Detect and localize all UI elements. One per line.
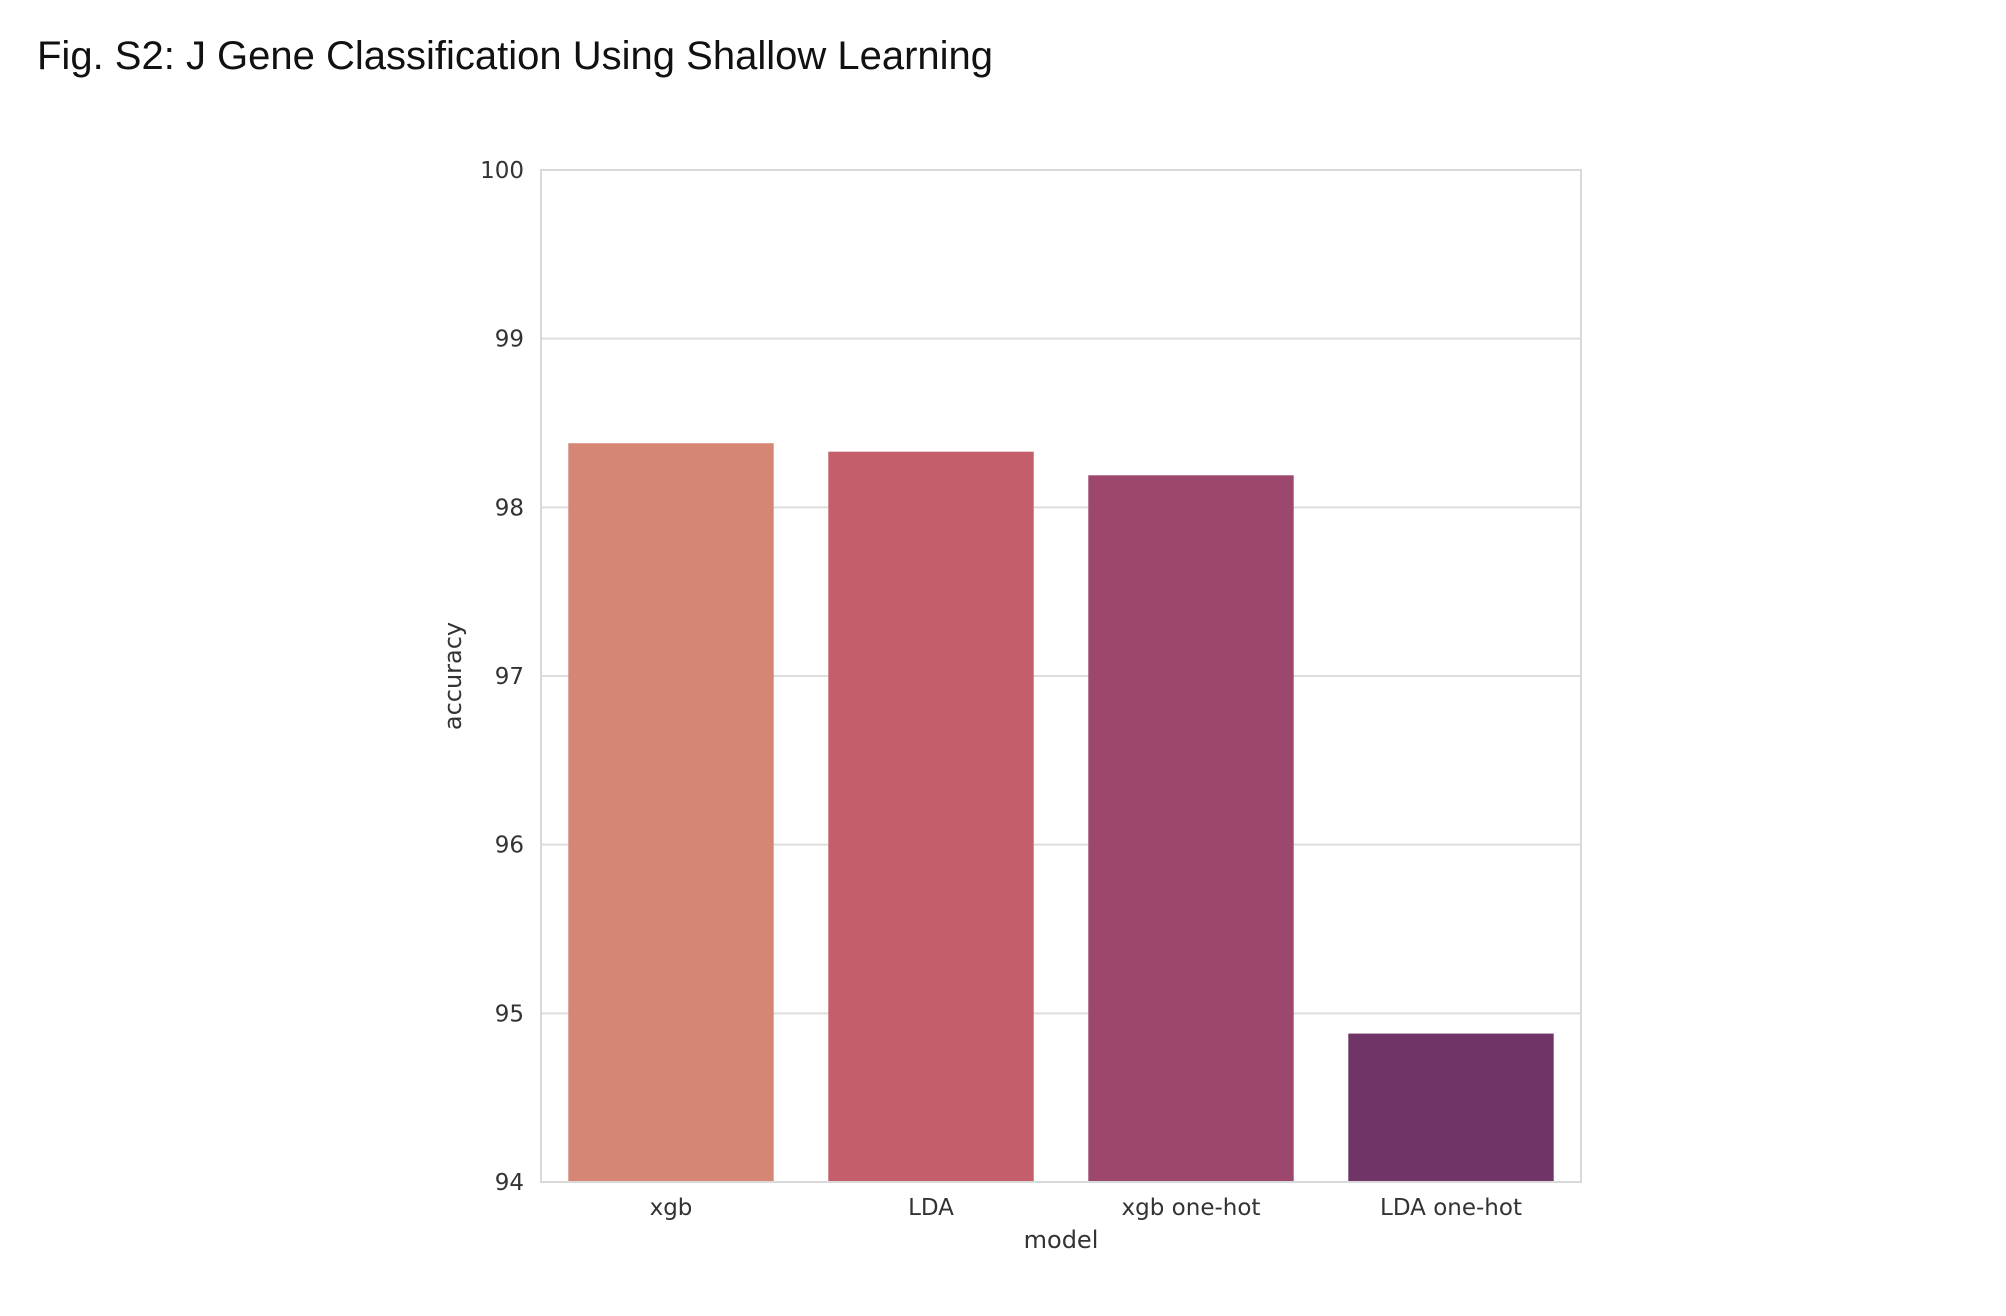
- y-tick-label: 97: [495, 664, 524, 690]
- y-tick-label: 98: [495, 495, 524, 521]
- y-tick-label: 96: [495, 833, 524, 859]
- bar-xgb-one-hot: [1088, 475, 1294, 1183]
- x-tick-labels: xgb LDA xgb one-hot LDA one-hot: [650, 1195, 1522, 1221]
- x-axis-label: model: [1024, 1226, 1099, 1254]
- y-axis-label: accuracy: [439, 622, 467, 730]
- bar-xgb: [568, 443, 774, 1182]
- x-tick-label: LDA one-hot: [1380, 1195, 1522, 1221]
- y-tick-labels: 94 95 96 97 98 99 100: [480, 158, 524, 1196]
- bar-lda-one-hot: [1348, 1033, 1554, 1182]
- bars: [568, 443, 1554, 1183]
- x-tick-label: xgb one-hot: [1122, 1195, 1261, 1221]
- x-tick-label: LDA: [908, 1195, 954, 1221]
- figure-title: Fig. S2: J Gene Classification Using Sha…: [37, 34, 994, 78]
- bar-lda: [828, 451, 1034, 1182]
- y-tick-label: 99: [495, 327, 524, 353]
- y-tick-label: 95: [495, 1001, 524, 1027]
- y-tick-label: 94: [495, 1170, 524, 1196]
- plot-frame: [540, 169, 1582, 1183]
- x-tick-label: xgb: [650, 1195, 693, 1221]
- y-tick-label: 100: [480, 158, 524, 184]
